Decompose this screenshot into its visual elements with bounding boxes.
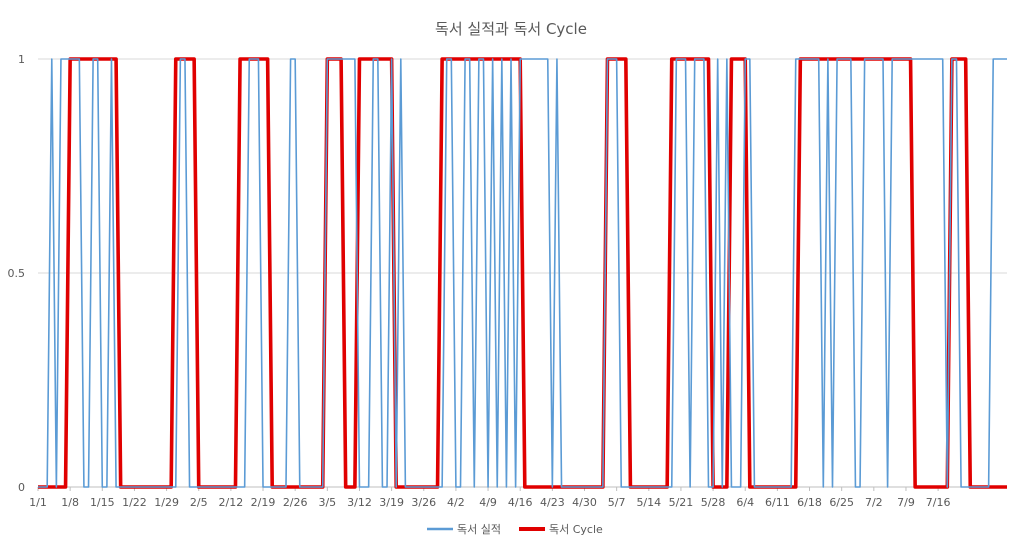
- x-tick-label: 7/9: [897, 496, 915, 509]
- x-tick-label: 3/5: [318, 496, 336, 509]
- x-tick-label: 2/12: [219, 496, 244, 509]
- x-tick-label: 3/19: [379, 496, 404, 509]
- x-tick-label: 6/18: [797, 496, 822, 509]
- x-tick-label: 4/2: [447, 496, 465, 509]
- x-tick-label: 5/7: [608, 496, 626, 509]
- x-tick-label: 1/22: [122, 496, 147, 509]
- y-axis: 00.51: [8, 53, 26, 494]
- x-tick-label: 3/12: [347, 496, 372, 509]
- x-tick-label: 5/28: [701, 496, 726, 509]
- x-tick-label: 4/9: [479, 496, 497, 509]
- x-tick-label: 2/26: [283, 496, 308, 509]
- legend: 독서 실적 독서 Cycle: [427, 523, 603, 536]
- x-tick-label: 6/4: [736, 496, 754, 509]
- y-tick-label: 1: [18, 53, 25, 66]
- x-tick-label: 4/16: [508, 496, 533, 509]
- x-tick-label: 1/1: [29, 496, 47, 509]
- x-tick-label: 6/25: [829, 496, 854, 509]
- x-tick-label: 4/30: [572, 496, 597, 509]
- x-tick-label: 2/19: [251, 496, 276, 509]
- x-tick-label: 6/11: [765, 496, 790, 509]
- y-tick-label: 0: [18, 481, 25, 494]
- x-tick-label: 1/29: [154, 496, 179, 509]
- x-tick-label: 5/21: [669, 496, 694, 509]
- x-tick-label: 4/23: [540, 496, 565, 509]
- x-tick-label: 3/26: [411, 496, 436, 509]
- x-tick-label: 7/16: [926, 496, 951, 509]
- series-line-reading-record: [38, 58, 1007, 488]
- plot-area: [38, 57, 1007, 489]
- x-tick-label: 1/15: [90, 496, 115, 509]
- x-tick-label: 7/2: [865, 496, 883, 509]
- x-tick-label: 5/14: [636, 496, 661, 509]
- x-tick-label: 1/8: [61, 496, 79, 509]
- y-tick-label: 0.5: [8, 267, 26, 280]
- chart-title: 독서 실적과 독서 Cycle: [435, 20, 587, 38]
- legend-label-reading-cycle: 독서 Cycle: [549, 523, 603, 536]
- legend-label-reading-record: 독서 실적: [457, 523, 501, 536]
- x-axis: 1/1 1/8 1/15 1/22 1/29 2/5 2/12 2/19 2/26 3/5 3/12…: [29, 487, 950, 509]
- x-tick-label: 2/5: [190, 496, 208, 509]
